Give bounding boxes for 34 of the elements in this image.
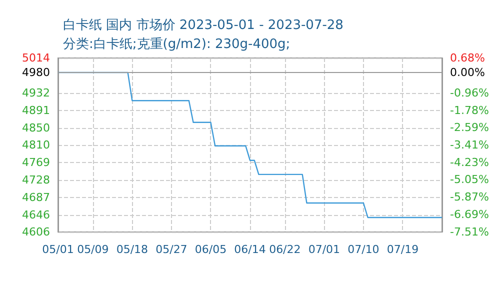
y-tick-label: 4728 <box>22 173 50 186</box>
x-tick-label: 06/14 <box>234 243 266 256</box>
x-tick-label: 05/01 <box>42 243 74 256</box>
y-tick-label: 4891 <box>22 104 50 117</box>
y2-tick-label: -5.05% <box>450 173 489 186</box>
y-tick-label: 4932 <box>22 86 50 100</box>
chart-subtitle: 分类:白卡纸;克重(g/m2): 230g-400g; <box>63 37 290 52</box>
x-tick-label: 06/22 <box>269 243 301 256</box>
y-tick-label: 5014 <box>22 52 50 64</box>
y2-tick-label: -1.78% <box>450 104 489 117</box>
y2-tick-label: -3.41% <box>450 138 489 152</box>
x-tick-label: 06/05 <box>194 243 227 256</box>
x-tick-label: 05/18 <box>116 243 148 256</box>
x-tick-label: 05/09 <box>77 243 109 256</box>
y-tick-label: 4769 <box>22 156 50 169</box>
y-tick-label: 4980 <box>22 66 50 79</box>
x-tick-label: 07/01 <box>308 243 340 256</box>
y-tick-label: 4606 <box>22 226 50 238</box>
x-tick-label: 05/27 <box>156 243 188 256</box>
y2-tick-label: -2.59% <box>450 120 489 134</box>
chart-title: 白卡纸 国内 市场价 2023-05-01 - 2023-07-28 <box>63 18 344 33</box>
y2-tick-label: 0.00% <box>450 66 485 79</box>
y-tick-label: 4850 <box>22 121 50 134</box>
y2-tick-label: -5.87% <box>450 190 489 204</box>
y2-tick-label: -4.23% <box>450 156 489 169</box>
y2-tick-label: -7.51% <box>450 226 489 238</box>
y2-tick-label: -0.96% <box>450 86 489 100</box>
x-tick-label: 07/19 <box>386 243 419 256</box>
y-tick-label: 4646 <box>22 208 50 222</box>
y2-tick-label: -6.69% <box>450 208 489 222</box>
y-tick-label: 4810 <box>22 138 50 152</box>
y2-tick-label: 0.68% <box>450 52 485 64</box>
y-tick-label: 4687 <box>22 190 50 204</box>
x-tick-label: 07/10 <box>348 243 380 256</box>
